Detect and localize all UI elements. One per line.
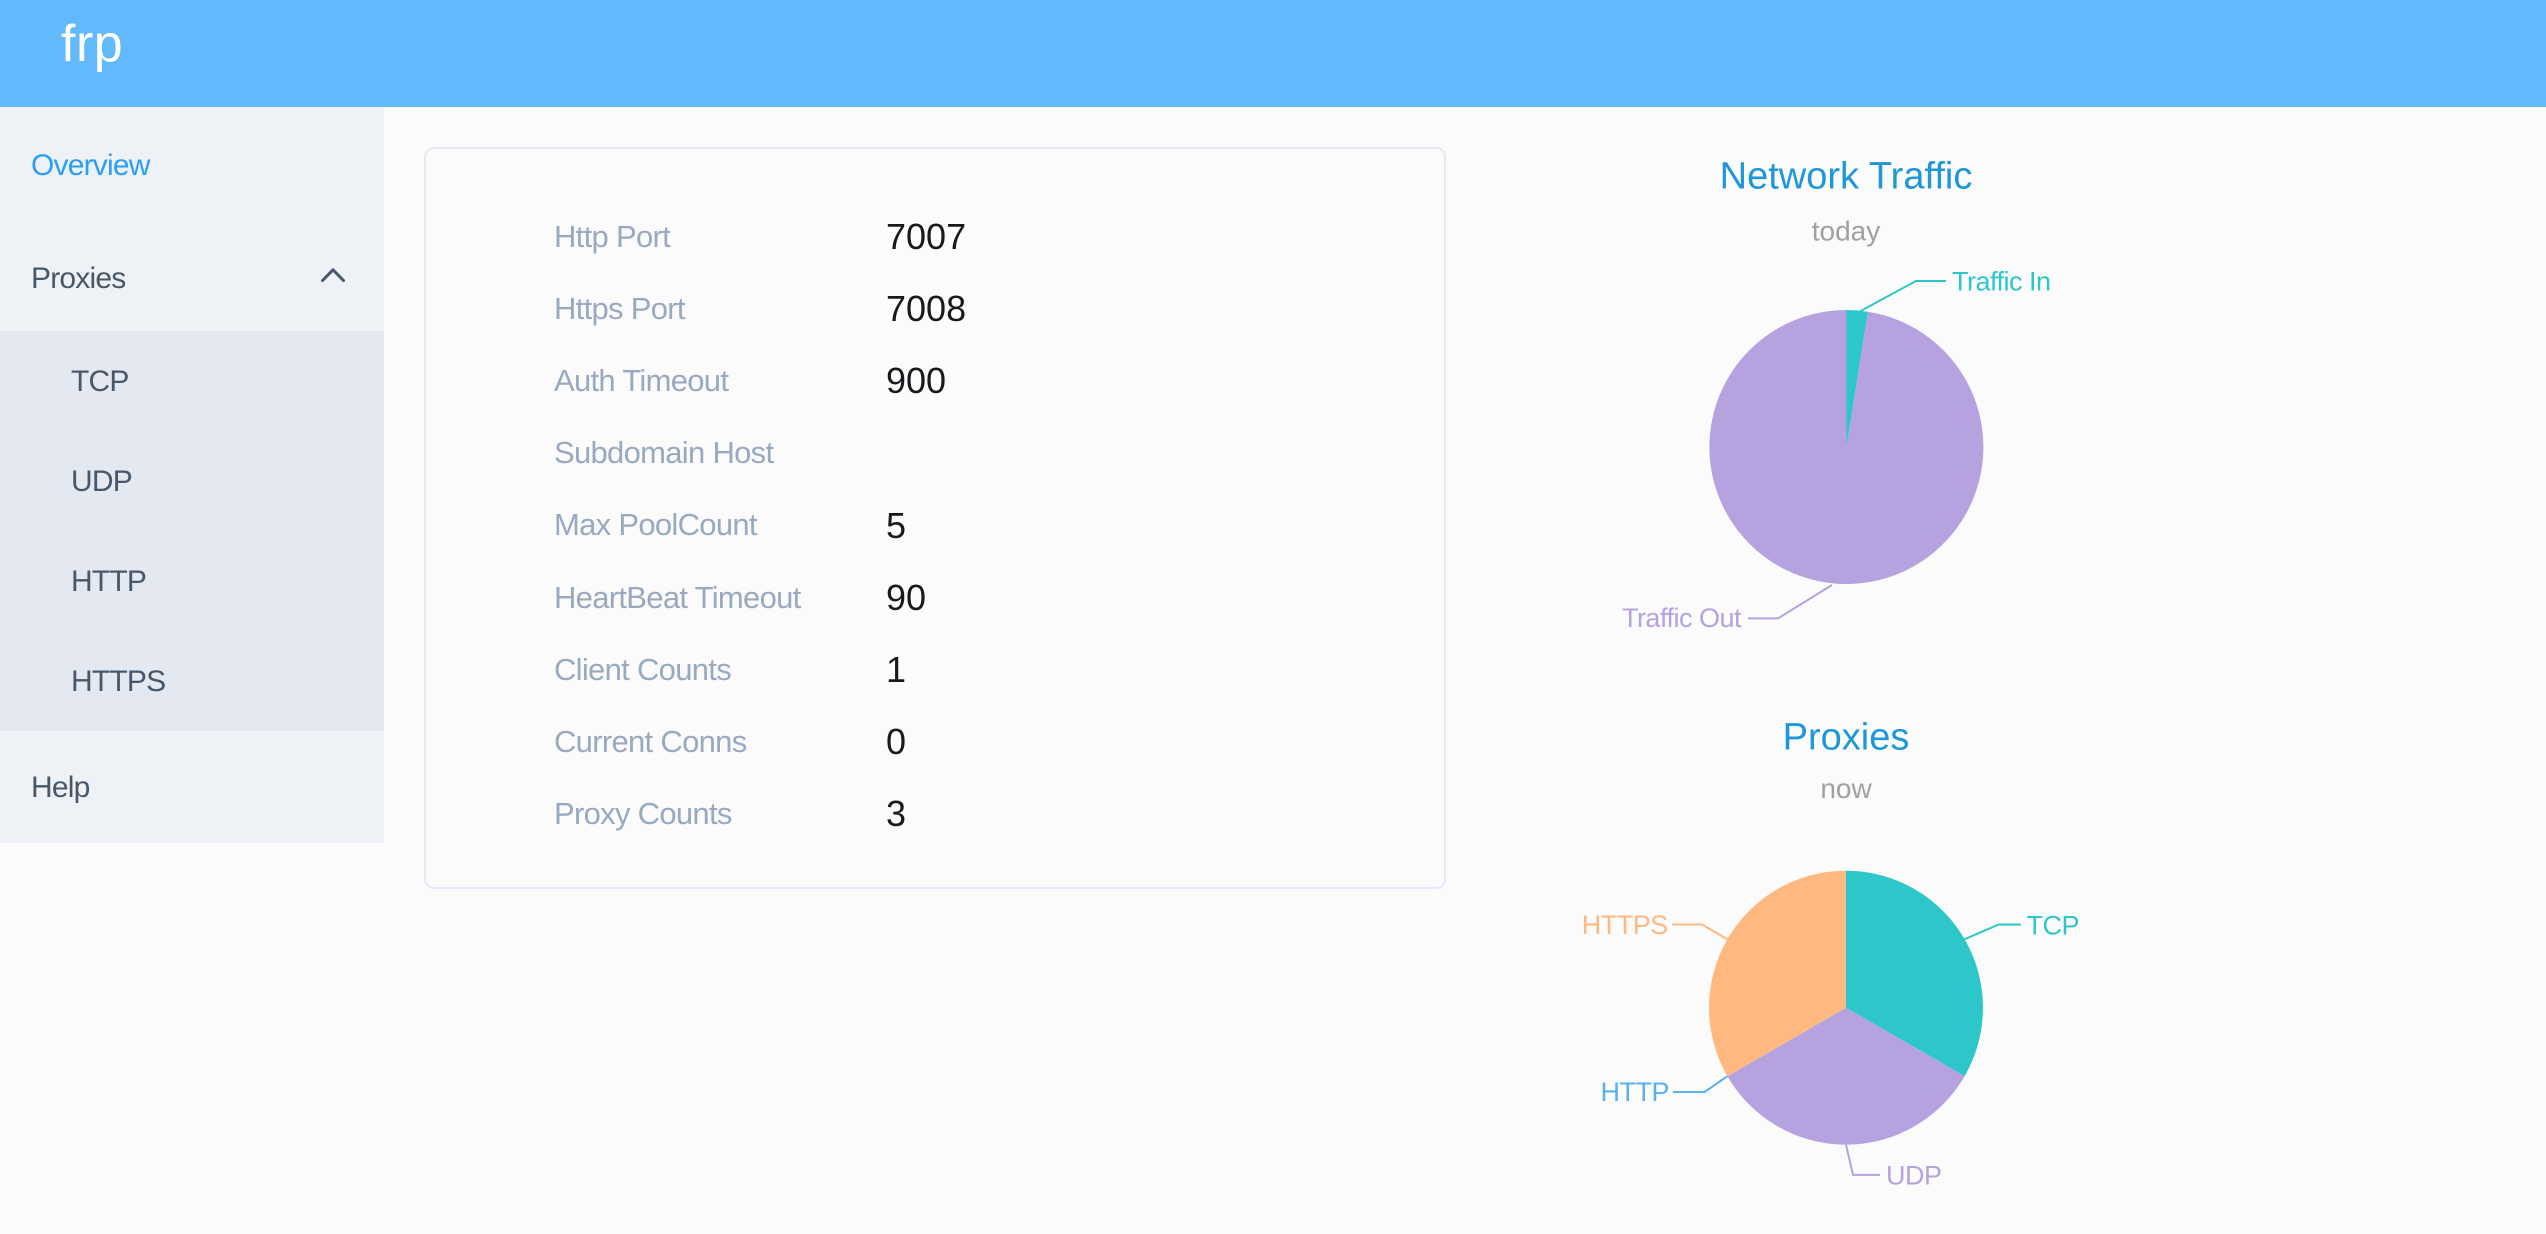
svg-text:HTTPS: HTTPS (1582, 910, 1668, 940)
svg-text:UDP: UDP (1886, 1161, 1942, 1191)
svg-text:HTTP: HTTP (1601, 1077, 1670, 1107)
svg-text:today: today (1812, 216, 1881, 247)
svg-text:Traffic Out: Traffic Out (1622, 603, 1742, 633)
svg-text:now: now (1820, 773, 1872, 804)
svg-text:Traffic In: Traffic In (1952, 267, 2051, 297)
svg-text:Network Traffic: Network Traffic (1720, 156, 1973, 198)
svg-text:Proxies: Proxies (1783, 717, 1910, 759)
svg-text:TCP: TCP (2027, 911, 2080, 941)
